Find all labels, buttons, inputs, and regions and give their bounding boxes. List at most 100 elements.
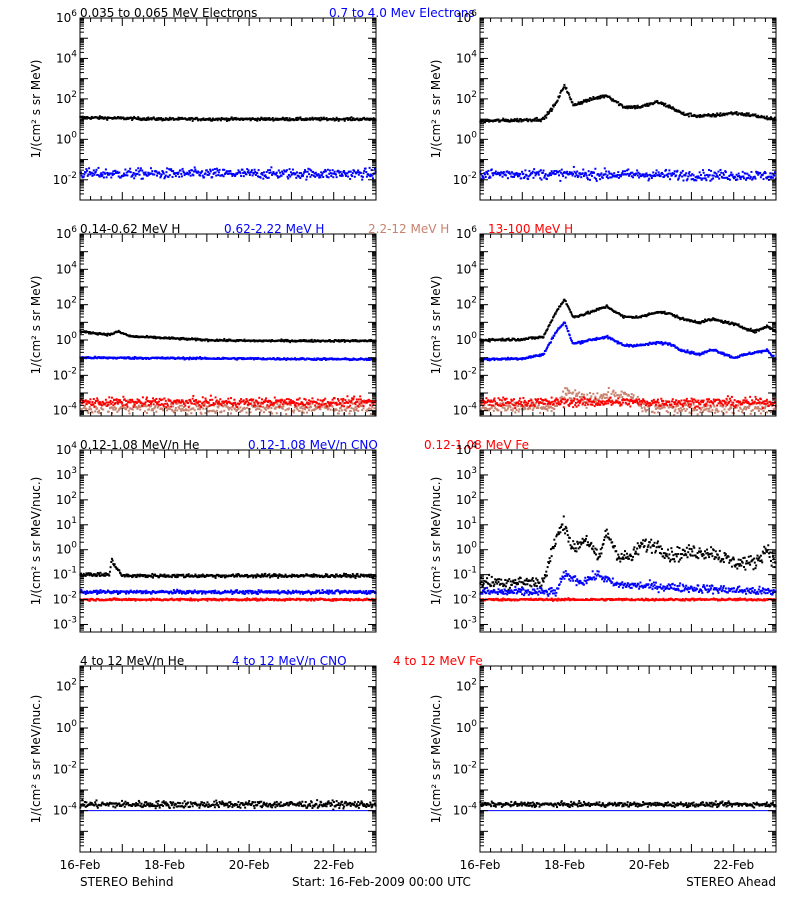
data-point [353,409,356,412]
data-point [716,112,719,115]
data-point [304,170,307,173]
data-point [636,169,639,172]
data-point [80,171,83,174]
data-point [128,412,131,415]
data-point [753,329,756,332]
data-point [513,174,516,177]
data-point [730,321,733,324]
y-axis-label: 1/(cm² s sr MeV) [429,60,443,159]
data-point [730,171,733,174]
data-point [753,175,756,178]
data-point [722,172,725,175]
data-point [277,169,280,172]
data-point [686,178,689,181]
data-point [718,113,721,116]
data-point [245,398,248,401]
data-point [350,399,353,402]
data-point [351,175,354,178]
data-point [299,172,302,175]
data-point [313,172,316,175]
data-point [237,340,240,343]
data-point [104,402,107,405]
data-point [693,319,696,322]
data-point [357,405,360,408]
data-point [363,116,366,119]
data-point [144,356,147,359]
data-point [324,358,327,361]
data-point [101,173,104,176]
data-point [755,170,758,173]
data-point [132,405,135,408]
data-point [98,175,101,178]
data-point [105,176,108,179]
data-point [156,401,159,404]
data-point [520,120,523,123]
data-point [603,167,606,170]
data-point [191,169,194,172]
data-point [644,103,647,106]
data-point [179,408,182,411]
data-point [586,176,589,179]
data-point [107,410,110,413]
y-axis-label: 1/(cm² s sr MeV) [29,276,43,375]
data-point [181,357,184,360]
data-point [711,318,714,321]
series-black-panel-1 [79,115,377,122]
data-point [756,116,759,119]
data-point [217,401,220,404]
data-point [366,399,369,402]
data-point [623,170,626,173]
data-point [180,172,183,175]
data-point [603,337,606,340]
data-point [151,400,154,403]
data-point [170,336,173,339]
data-point [191,117,194,120]
data-point [189,408,192,411]
data-point [112,170,115,173]
data-point [611,99,614,102]
data-point [704,174,707,177]
data-point [702,169,705,172]
data-point [347,401,350,404]
data-point [571,174,574,177]
data-point [635,345,638,348]
data-point [677,109,680,112]
data-point [285,401,288,404]
data-point [607,177,610,180]
data-point [124,168,127,171]
data-point [224,404,227,407]
data-point [275,406,278,409]
data-point [615,174,618,177]
data-point [264,119,267,122]
data-point [201,396,204,399]
data-point [310,338,313,341]
data-point [532,176,535,179]
data-point [555,169,558,172]
data-point [527,178,530,181]
data-point [347,358,350,361]
data-point [681,175,684,178]
data-point [658,173,661,176]
data-point [298,410,301,413]
data-point [328,339,331,342]
data-point [285,340,288,343]
data-point [128,401,131,404]
data-point [348,170,351,173]
data-point [365,357,368,360]
data-point [82,175,85,178]
data-point [328,169,331,172]
data-point [661,173,664,176]
data-point [751,329,754,332]
data-point [523,177,526,180]
data-point [88,401,91,404]
data-point [520,177,523,180]
data-point [656,174,659,177]
data-point [294,172,297,175]
data-point [308,117,311,120]
data-point [765,326,768,329]
data-point [335,408,338,411]
data-point [330,401,333,404]
data-point [106,173,109,176]
data-point [120,407,123,410]
data-point [308,118,311,121]
